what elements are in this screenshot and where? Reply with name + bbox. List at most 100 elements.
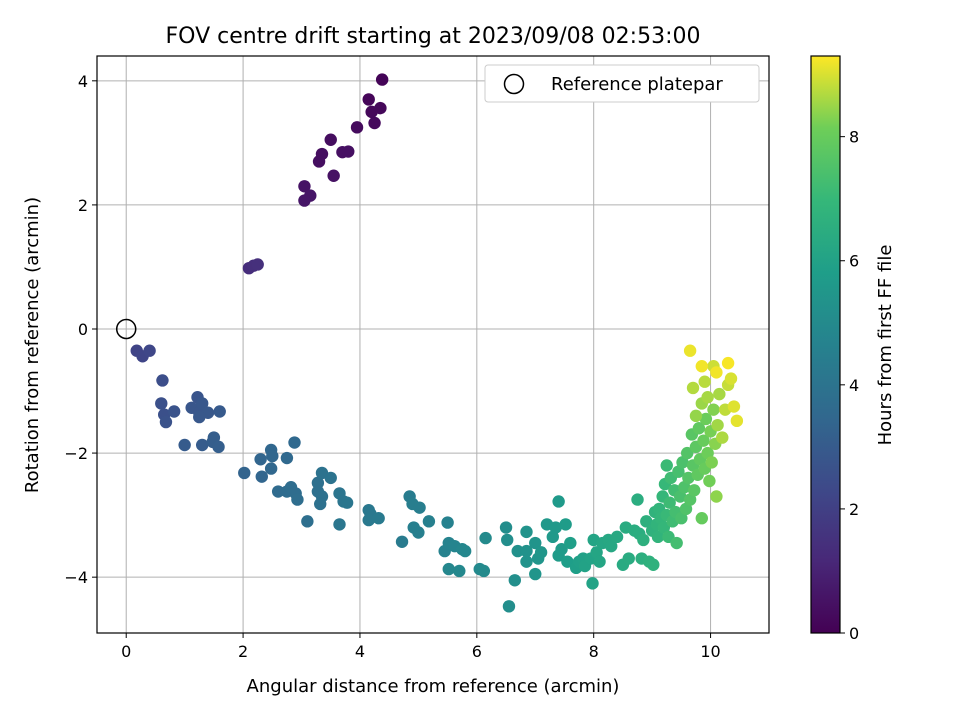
- scatter-point: [288, 436, 301, 449]
- scatter-point: [683, 344, 697, 357]
- scatter-point: [362, 513, 375, 527]
- scatter-point: [689, 409, 703, 423]
- scatter-point: [156, 374, 169, 387]
- colorbar-label: Hours from first FF file: [875, 245, 896, 446]
- plot-frame: [96, 55, 770, 634]
- scatter-point: [350, 121, 364, 134]
- scatter-point: [564, 536, 577, 550]
- scatter-point: [178, 438, 191, 452]
- scatter-points: [130, 73, 744, 613]
- scatter-point: [670, 536, 683, 550]
- colorbar-tick-label: 2: [849, 500, 859, 519]
- scatter-point: [333, 518, 346, 531]
- scatter-point: [442, 562, 455, 576]
- scatter-point: [167, 405, 181, 418]
- scatter-point: [324, 133, 337, 146]
- scatter-point: [686, 381, 700, 395]
- scatter-point: [238, 466, 251, 480]
- y-tick-label: −4: [64, 568, 88, 587]
- scatter-point: [679, 502, 693, 516]
- y-axis-label: Rotation from reference (arcmin): [22, 197, 43, 493]
- scatter-point: [713, 387, 726, 401]
- scatter-point: [647, 558, 660, 571]
- scatter-point: [680, 446, 694, 460]
- scatter-point: [678, 480, 691, 494]
- scatter-point: [695, 360, 708, 373]
- scatter-point: [453, 564, 466, 578]
- scatter-point: [727, 400, 741, 413]
- scatter-point: [710, 366, 723, 379]
- scatter-point: [705, 456, 718, 469]
- scatter-point: [372, 512, 385, 525]
- scatter-point: [301, 515, 314, 528]
- scatter-point: [312, 155, 326, 168]
- scatter-point: [730, 414, 744, 428]
- scatter-point: [676, 456, 689, 469]
- scatter-point: [368, 116, 381, 130]
- x-tick-label: 2: [238, 642, 248, 661]
- scatter-point: [212, 440, 225, 454]
- legend: Reference platepar: [484, 64, 760, 103]
- scatter-point: [546, 530, 559, 544]
- scatter-point: [342, 145, 355, 158]
- scatter-point: [143, 344, 156, 357]
- scatter-point: [695, 512, 708, 525]
- colorbar-tick-label: 4: [849, 376, 859, 395]
- x-tick-label: 8: [589, 642, 599, 661]
- scatter-point: [195, 397, 209, 410]
- scatter-point: [213, 405, 226, 418]
- scatter-point: [688, 484, 701, 497]
- scatter-point: [441, 516, 454, 529]
- scatter-point: [529, 536, 542, 550]
- scatter-point: [395, 535, 409, 548]
- scatter-point: [724, 372, 738, 385]
- scatter-point: [707, 403, 720, 416]
- reference-marker-layer: [115, 318, 137, 340]
- x-tick-label: 4: [355, 642, 365, 661]
- x-tick-label: 10: [700, 642, 720, 661]
- scatter-point: [555, 543, 568, 556]
- scatter-point: [477, 564, 491, 578]
- scatter-point: [710, 490, 723, 503]
- scatter-point: [698, 375, 711, 388]
- scatter-point: [340, 496, 354, 509]
- scatter-point: [193, 410, 206, 424]
- scatter-point: [593, 555, 606, 568]
- scatter-point: [159, 415, 173, 429]
- scatter-point: [552, 495, 565, 508]
- scatter-point: [499, 521, 513, 534]
- x-axis-label: Angular distance from reference (arcmin): [247, 676, 620, 697]
- scatter-point: [375, 73, 389, 86]
- scatter-point: [590, 546, 603, 559]
- scatter-point: [672, 465, 685, 478]
- scatter-point: [549, 521, 562, 534]
- scatter-point: [458, 544, 472, 558]
- y-tick-label: 4: [78, 72, 88, 91]
- y-tick-label: 2: [78, 196, 88, 215]
- scatter-point: [529, 567, 542, 581]
- scatter-point: [327, 169, 340, 182]
- scatter-point: [298, 194, 311, 207]
- scatter-point: [534, 546, 548, 559]
- y-tick-label: −2: [64, 444, 88, 463]
- scatter-point: [324, 471, 337, 485]
- y-tick-label: 0: [78, 320, 88, 339]
- scatter-point: [701, 446, 714, 460]
- scatter-point: [311, 476, 325, 490]
- x-tick-label: 0: [121, 642, 131, 661]
- scatter-point: [657, 521, 671, 534]
- scatter-point: [422, 515, 436, 528]
- scatter-point: [610, 530, 624, 544]
- scatter-point: [362, 93, 375, 106]
- scatter-point: [663, 496, 676, 509]
- reference-platepar-marker: [115, 318, 137, 340]
- legend-marker-reference: [503, 73, 525, 95]
- scatter-point: [711, 418, 724, 432]
- scatter-point: [511, 544, 524, 558]
- scatter-point: [255, 470, 268, 483]
- scatter-point: [651, 530, 665, 544]
- scatter-point: [264, 462, 278, 475]
- scatter-point: [502, 600, 516, 613]
- x-tick-label: 6: [472, 642, 482, 661]
- scatter-point: [266, 449, 279, 463]
